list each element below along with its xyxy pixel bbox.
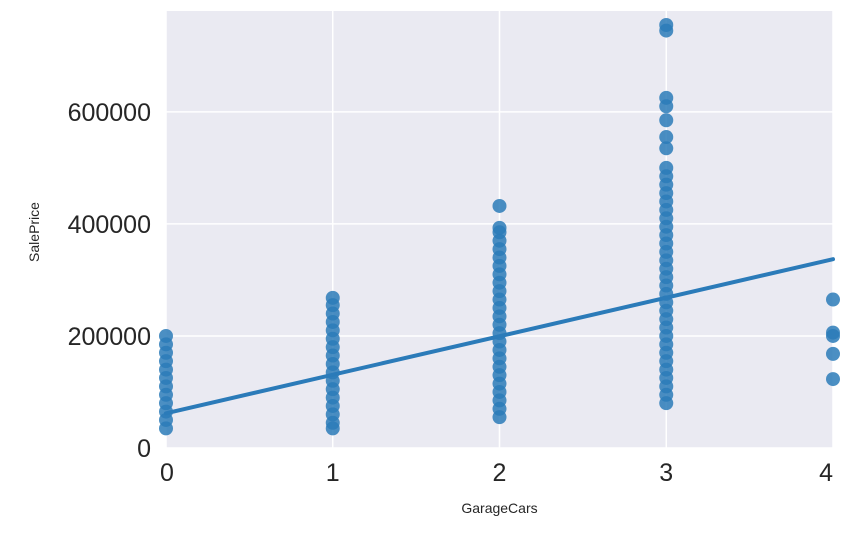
y-tick-label: 400000 [68,211,151,239]
scatter-point [659,90,674,105]
y-tick-label: 600000 [68,99,151,127]
scatter-point [826,346,840,361]
scatter-point [659,141,674,156]
x-tick-label: 3 [659,459,673,487]
scatter-point [659,18,674,33]
x-tick-label: 0 [160,459,174,487]
scatter-point [826,292,840,307]
x-tick-label: 2 [493,459,507,487]
scatter-point [659,130,674,145]
x-tick-label: 1 [326,459,340,487]
y-tick-label: 200000 [68,323,151,351]
scatter-point [826,325,840,340]
y-axis-ticks: 0 200000 400000 600000 [68,99,151,463]
scatter-point [659,113,674,128]
scatter-point [159,328,173,343]
x-tick-label: 4 [819,459,833,487]
y-tick-label: 0 [137,435,151,463]
x-axis-ticks: 0 1 2 3 4 [160,459,833,487]
scatter-points [159,18,840,436]
scatter-point [492,220,507,235]
y-axis-label: SalePrice [26,202,42,262]
x-axis-label: GarageCars [461,500,537,516]
regression-line [164,257,835,416]
scatter-point [826,372,840,387]
scatter-point [492,198,507,213]
scatter-point [325,290,340,305]
scatter-point [659,160,674,175]
